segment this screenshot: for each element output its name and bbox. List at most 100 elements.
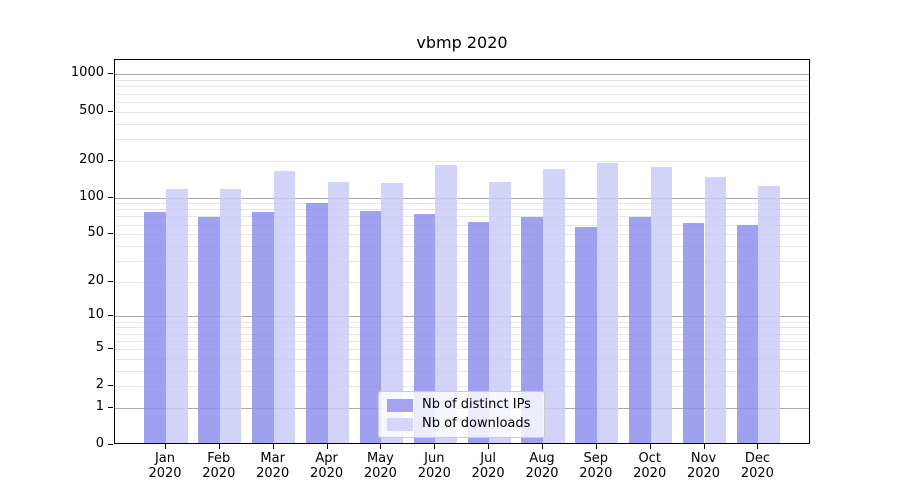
bar-ips-mar xyxy=(252,212,274,443)
legend-swatch-ips-icon xyxy=(387,398,413,412)
x-tick-label: Nov 2020 xyxy=(686,451,721,481)
y-tick xyxy=(108,444,113,445)
bar-ips-jul xyxy=(467,221,490,443)
y-tick-label: 100 xyxy=(79,188,104,204)
minor-gridline xyxy=(115,245,809,247)
y-tick xyxy=(108,159,113,161)
major-gridline xyxy=(115,197,809,199)
minor-gridline xyxy=(115,224,809,226)
x-tick xyxy=(542,444,543,449)
x-tick xyxy=(434,444,436,449)
bar-downloads-oct xyxy=(650,167,673,443)
x-tick xyxy=(649,444,651,449)
bar-ips-dec xyxy=(736,225,759,443)
y-tick xyxy=(108,406,113,408)
legend-swatch-downloads-icon xyxy=(387,417,413,431)
minor-gridline xyxy=(115,86,809,88)
y-tick-label: 0 xyxy=(95,436,104,451)
minor-gridline xyxy=(115,209,809,211)
bar-downloads-aug xyxy=(543,169,565,443)
bar-ips-may xyxy=(359,211,382,443)
y-tick-label: 2 xyxy=(95,377,104,393)
minor-gridline xyxy=(115,216,809,218)
minor-gridline xyxy=(115,111,809,113)
x-tick-label: Apr 2020 xyxy=(310,451,344,481)
minor-gridline xyxy=(115,327,809,329)
legend-label-ips: Nb of distinct IPs xyxy=(422,397,531,412)
legend-label-downloads: Nb of downloads xyxy=(422,416,531,431)
x-tick xyxy=(272,444,274,449)
x-tick-label: Oct 2020 xyxy=(633,451,667,481)
plot-area xyxy=(114,59,810,444)
y-tick-label: 20 xyxy=(87,272,104,288)
y-tick-label: 10 xyxy=(87,307,104,323)
bar-downloads-jul xyxy=(489,182,511,443)
x-tick-label: Mar 2020 xyxy=(256,451,290,481)
bar-downloads-dec xyxy=(758,185,780,443)
minor-gridline xyxy=(115,333,809,335)
y-tick-label: 50 xyxy=(87,225,104,241)
y-tick-label: 1000 xyxy=(70,65,104,81)
minor-gridline xyxy=(115,160,809,162)
minor-gridline xyxy=(115,138,809,140)
bar-ips-jun xyxy=(413,213,436,443)
x-tick-label: Jul 2020 xyxy=(471,451,505,481)
legend: Nb of distinct IPs Nb of downloads xyxy=(378,391,545,438)
legend-item-downloads: Nb of downloads xyxy=(387,416,536,432)
y-tick-label: 5 xyxy=(95,339,104,355)
bar-downloads-nov xyxy=(704,176,727,443)
minor-gridline xyxy=(115,93,809,95)
y-tick xyxy=(108,233,113,235)
bar-downloads-apr xyxy=(327,181,350,443)
y-tick xyxy=(108,196,113,198)
y-tick xyxy=(108,347,113,349)
minor-gridline xyxy=(115,340,809,342)
legend-item-distinct-ips: Nb of distinct IPs xyxy=(387,397,536,413)
x-tick-label: Sep 2020 xyxy=(579,451,613,481)
minor-gridline xyxy=(115,386,809,388)
minor-gridline xyxy=(115,348,809,350)
x-tick-label: May 2020 xyxy=(363,451,397,481)
major-gridline xyxy=(115,316,809,318)
x-tick xyxy=(703,444,705,449)
minor-gridline xyxy=(115,370,809,372)
y-tick xyxy=(108,73,113,75)
x-tick-label: Feb 2020 xyxy=(202,451,236,481)
x-tick xyxy=(165,444,166,449)
minor-gridline xyxy=(115,123,809,125)
bar-downloads-mar xyxy=(273,171,296,443)
bar-ips-sep xyxy=(575,227,597,443)
y-tick-label: 1 xyxy=(95,398,104,414)
x-tick xyxy=(380,444,382,449)
bar-downloads-feb xyxy=(219,189,242,443)
x-tick xyxy=(595,444,597,449)
x-tick-label: Dec 2020 xyxy=(740,451,774,481)
minor-gridline xyxy=(115,321,809,323)
minor-gridline xyxy=(115,80,809,82)
bar-ips-apr xyxy=(306,202,328,443)
minor-gridline xyxy=(115,358,809,360)
minor-gridline xyxy=(115,234,809,236)
bar-ips-jan xyxy=(144,212,166,443)
x-tick-label: Aug 2020 xyxy=(525,451,559,481)
bar-downloads-jun xyxy=(435,164,457,443)
minor-gridline xyxy=(115,281,809,283)
y-tick-label: 500 xyxy=(79,102,104,118)
bar-downloads-sep xyxy=(596,163,619,443)
bar-ips-aug xyxy=(521,216,543,443)
bar-ips-oct xyxy=(629,216,651,443)
x-tick xyxy=(218,444,220,449)
x-tick xyxy=(488,444,490,449)
x-tick xyxy=(757,444,759,449)
bar-downloads-jan xyxy=(166,189,188,443)
y-tick xyxy=(108,280,113,282)
x-tick xyxy=(326,444,328,449)
y-tick xyxy=(108,385,113,387)
bar-downloads-may xyxy=(381,183,403,443)
minor-gridline xyxy=(115,101,809,103)
minor-gridline xyxy=(115,260,809,262)
minor-gridline xyxy=(115,203,809,205)
bar-ips-feb xyxy=(198,216,220,443)
bar-ips-nov xyxy=(682,222,705,443)
